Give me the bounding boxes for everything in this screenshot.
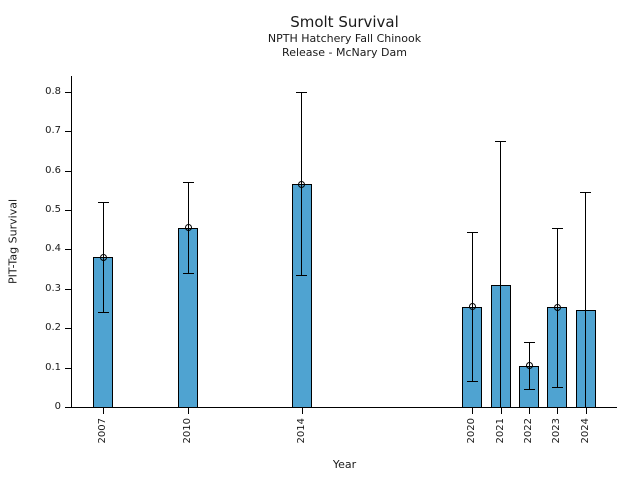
y-tick-label: 0.6	[45, 164, 61, 176]
error-bar-line	[500, 141, 502, 407]
chart-subtitle-line1: NPTH Hatchery Fall Chinook	[267, 32, 422, 45]
x-tick	[557, 408, 559, 414]
y-tick-label: 0.2	[45, 322, 61, 334]
x-tick-label: 2024	[579, 418, 591, 444]
y-tick	[65, 91, 71, 93]
x-tick	[301, 408, 303, 414]
point-estimate-marker	[553, 303, 561, 311]
point-estimate-marker	[468, 303, 476, 311]
x-tick	[103, 408, 105, 414]
y-tick-label: 0.8	[45, 85, 61, 97]
y-tick-label: 0.3	[45, 282, 61, 294]
x-tick	[472, 408, 474, 414]
error-bar-cap-top	[551, 227, 563, 229]
error-bar-cap-bottom	[466, 381, 478, 383]
error-bar-line	[585, 192, 587, 407]
chart-subtitle-line2: Release - McNary Dam	[282, 46, 407, 59]
point-estimate-marker	[298, 180, 306, 188]
x-tick	[529, 408, 530, 414]
error-bar-cap-top	[97, 202, 109, 204]
y-tick-label: 0.7	[45, 125, 61, 137]
y-tick	[65, 249, 71, 251]
x-tick-label: 2021	[494, 418, 506, 444]
error-bar-cap-top	[523, 341, 535, 343]
y-tick-label: 0	[54, 401, 61, 412]
error-bar-cap-bottom	[296, 274, 308, 276]
x-tick-label: 2020	[466, 418, 478, 444]
error-bar-cap-bottom	[97, 312, 109, 314]
point-estimate-marker	[525, 362, 533, 370]
y-axis-label: PIT-Tag Survival	[6, 199, 20, 285]
y-tick-label: 0.5	[45, 203, 61, 215]
x-tick	[500, 408, 502, 414]
y-tick-label: 0.1	[45, 361, 61, 373]
x-axis-spine	[71, 407, 617, 408]
x-tick-label: 2010	[182, 418, 194, 444]
x-tick-label: 2014	[295, 418, 307, 444]
point-estimate-marker	[184, 224, 192, 232]
error-bar-cap-top	[495, 141, 507, 143]
x-tick-label: 2023	[551, 418, 563, 444]
error-bar-cap-bottom	[551, 387, 563, 389]
y-tick	[65, 131, 71, 133]
error-bar-cap-top	[182, 182, 194, 184]
chart-title: Smolt Survival	[290, 13, 399, 31]
y-tick-label: 0.4	[45, 243, 61, 255]
y-tick	[65, 209, 71, 211]
error-bar-cap-bottom	[182, 273, 194, 275]
x-tick	[585, 408, 587, 414]
point-estimate-marker	[99, 253, 107, 261]
y-tick	[65, 367, 71, 369]
y-tick	[65, 170, 71, 172]
y-axis-spine	[71, 76, 72, 407]
x-axis-label: Year	[332, 458, 357, 471]
x-tick	[188, 408, 190, 414]
error-bar-cap-bottom	[523, 389, 535, 391]
x-tick-label: 2007	[97, 418, 109, 444]
error-bar-cap-top	[296, 91, 308, 93]
y-tick	[65, 328, 71, 330]
y-tick	[65, 407, 71, 408]
error-bar-cap-top	[580, 192, 592, 194]
error-bar-cap-top	[466, 231, 478, 233]
x-tick-label: 2022	[523, 418, 534, 444]
y-tick	[65, 288, 71, 290]
